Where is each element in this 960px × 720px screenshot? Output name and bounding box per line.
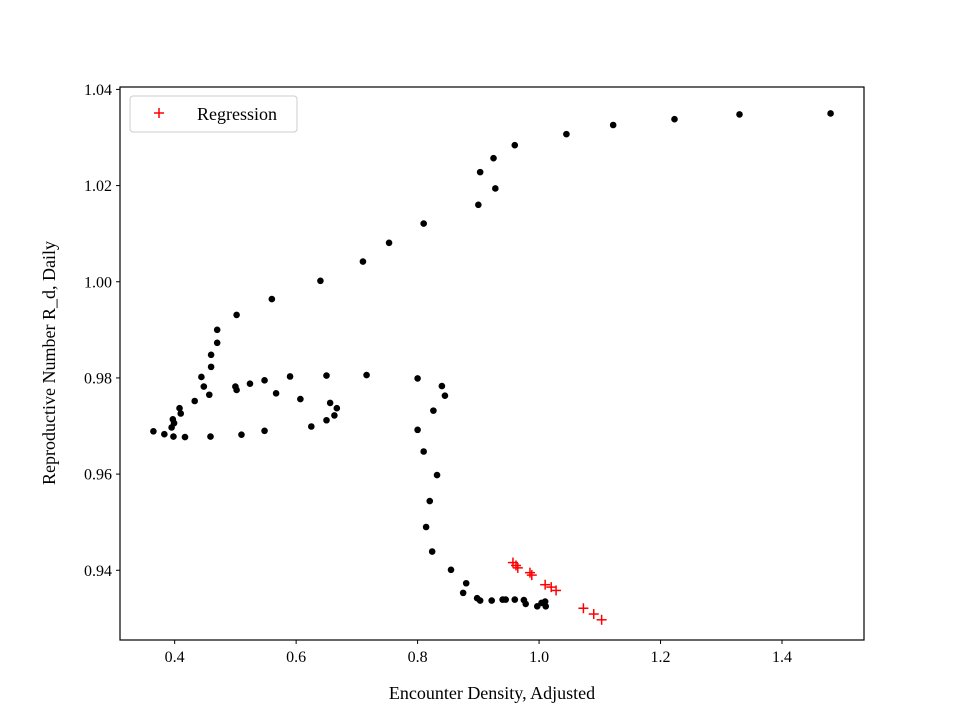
y-tick-label: 1.00 xyxy=(84,274,112,291)
data-point xyxy=(422,523,430,531)
data-point xyxy=(323,372,330,379)
data-point xyxy=(447,566,455,574)
data-point xyxy=(268,295,276,303)
data-point xyxy=(490,154,497,162)
data-point xyxy=(502,596,509,603)
data-point xyxy=(433,471,441,479)
data-point xyxy=(272,390,280,397)
data-point xyxy=(213,339,221,347)
regression-point xyxy=(578,603,589,614)
y-tick-label: 0.94 xyxy=(84,563,112,580)
data-point xyxy=(161,430,168,438)
y-axis-label: Reproductive Number R_d, Daily xyxy=(39,241,59,485)
data-point xyxy=(385,239,393,247)
data-point xyxy=(441,392,449,400)
data-point xyxy=(459,589,467,597)
data-point xyxy=(207,351,215,359)
data-point xyxy=(333,404,341,412)
data-point xyxy=(359,258,367,265)
data-point xyxy=(492,185,499,192)
data-point xyxy=(420,448,427,455)
data-point xyxy=(213,326,221,334)
x-tick-label: 1.4 xyxy=(772,649,792,666)
plot-frame xyxy=(119,86,865,641)
data-point xyxy=(414,375,421,382)
data-point xyxy=(438,382,446,390)
legend-marker-plus xyxy=(154,108,164,118)
data-point xyxy=(476,597,484,604)
data-point xyxy=(317,277,324,285)
legend: Regression xyxy=(129,95,298,133)
regression-point xyxy=(540,579,551,590)
data-point xyxy=(168,424,175,431)
data-point xyxy=(563,130,570,138)
x-tick-label: 0.6 xyxy=(286,649,306,666)
data-point xyxy=(426,497,434,505)
data-point xyxy=(488,597,495,604)
data-point xyxy=(150,428,157,435)
data-point xyxy=(511,596,519,603)
legend-plus-icon xyxy=(154,108,164,118)
data-point xyxy=(233,311,240,319)
regression-point xyxy=(524,567,535,578)
data-point xyxy=(326,399,334,407)
data-point xyxy=(511,141,519,149)
legend-label: Regression xyxy=(197,104,277,124)
y-tick-label: 1.02 xyxy=(84,178,112,195)
data-point xyxy=(181,433,189,441)
regression-point xyxy=(551,585,562,596)
data-point xyxy=(191,397,199,405)
legend-box xyxy=(129,95,298,133)
data-point xyxy=(414,426,421,434)
data-point xyxy=(541,598,549,605)
data-point xyxy=(462,579,470,587)
data-point xyxy=(200,383,208,390)
data-point xyxy=(286,373,294,380)
y-tick-label: 0.96 xyxy=(84,467,112,484)
data-point xyxy=(261,377,268,384)
y-tick-label: 0.98 xyxy=(84,370,112,387)
data-point xyxy=(207,363,215,371)
data-point xyxy=(246,380,254,387)
data-point xyxy=(430,407,437,414)
regression-point xyxy=(510,560,521,571)
data-point xyxy=(542,603,550,610)
regression-point xyxy=(588,609,599,620)
data-point xyxy=(261,427,268,435)
x-tick-label: 0.8 xyxy=(408,649,428,666)
data-point xyxy=(522,600,530,608)
data-point xyxy=(609,121,617,129)
data-point xyxy=(420,220,427,227)
data-point xyxy=(331,412,338,419)
data-point xyxy=(170,433,177,440)
regression-point xyxy=(596,614,607,625)
data-point xyxy=(205,391,213,399)
regression-point xyxy=(526,570,537,581)
data-point xyxy=(177,410,185,417)
data-point xyxy=(827,110,834,117)
data-point xyxy=(207,433,214,440)
data-point xyxy=(176,404,183,412)
data-point xyxy=(233,386,240,394)
y-tick-label: 1.04 xyxy=(84,82,112,99)
data-point xyxy=(308,423,315,430)
data-point xyxy=(428,548,436,555)
data-marks xyxy=(150,110,834,625)
x-axis-label: Encounter Density, Adjusted xyxy=(389,683,595,703)
data-point xyxy=(297,395,304,403)
data-point xyxy=(198,373,205,381)
x-tick-label: 0.4 xyxy=(165,649,185,666)
data-point xyxy=(475,201,482,209)
data-point xyxy=(476,168,484,176)
data-point xyxy=(736,111,743,118)
x-tick-label: 1.2 xyxy=(651,649,671,666)
data-point xyxy=(671,115,678,123)
axes: 0.4 0.6 0.8 1.0 1.2 1.4 0.94 0.96 0.98 1.00 1.02 1.… xyxy=(84,82,792,666)
data-point xyxy=(238,431,245,438)
regression-point xyxy=(512,562,523,573)
x-tick-label: 1.0 xyxy=(529,649,549,666)
data-point xyxy=(323,416,330,424)
data-point xyxy=(363,371,370,379)
